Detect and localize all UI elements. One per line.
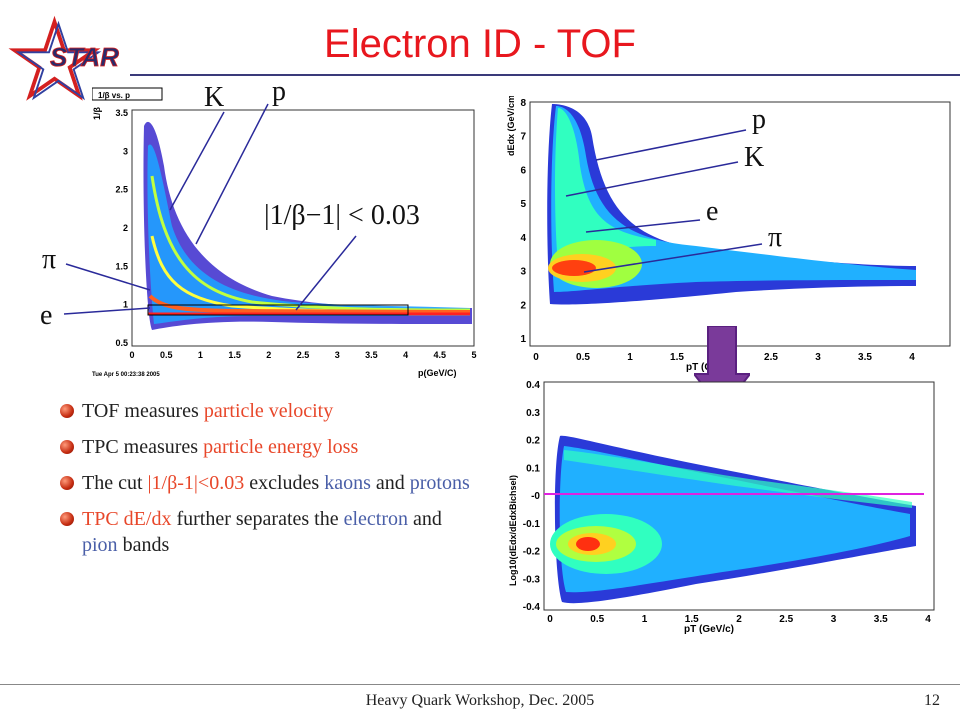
tick-label: 0.5 [576,352,590,363]
left-timestamp: Tue Apr 5 00:23:38 2005 [92,372,160,378]
tick-label: -0.3 [523,574,541,585]
tick-label: 2.5 [779,614,793,625]
tick-label: 0.4 [526,380,540,391]
tick-label: 2.5 [115,185,128,195]
tick-label: 1 [642,614,648,625]
bullet-item: The cut |1/β-1|<0.03 excludes kaons and … [56,470,476,496]
title-underline [130,74,960,76]
tick-label: 4 [403,350,408,360]
bullet-dot-icon [60,512,74,526]
histogram-tag: 1/β vs. p [98,91,130,100]
left-label-cut: |1/β−1| < 0.03 [264,200,420,231]
star-logo: STAR [8,15,119,101]
tick-label: 0.5 [590,614,604,625]
left-x-axis-label: p(GeV/C) [418,368,457,378]
tick-label: 2.5 [297,350,310,360]
beta-vs-p-plot: 1/β vs. p 1/β p(GeV/C) Tue Apr 5 00:23:3… [92,87,477,378]
left-label-k: K [204,82,225,113]
cloud-outer [143,121,472,330]
tick-label: 1 [198,350,203,360]
tick-label: 2.5 [764,352,778,363]
bullet-item: TPC dE/dx further separates the electron… [56,506,476,558]
logo-text: STAR [50,42,119,72]
ratio-core-red [576,537,600,551]
left-x-ticks: 0 0.5 1 1.5 2 2.5 3 3.5 4 4.5 5 [129,350,476,360]
tick-label: 5 [471,350,476,360]
tick-label: 2 [736,614,742,625]
core-red [552,260,596,276]
tick-label: 1.5 [115,261,128,271]
tick-label: 5 [520,199,526,210]
left-label-e: e [40,300,53,331]
footer-text: Heavy Quark Workshop, Dec. 2005 [365,692,595,709]
tick-label: -0.2 [523,547,541,558]
slide-title: Electron ID - TOF [324,22,636,66]
tick-label: 1.5 [685,614,699,625]
histogram-tag-box [92,87,163,101]
tick-label: 3 [123,146,128,156]
bullet-item: TPC measures particle energy loss [56,434,476,460]
bullet-item: TOF measures particle velocity [56,398,476,424]
tick-label: 4.5 [434,350,447,360]
tick-label: 3 [831,614,837,625]
tick-label: 3 [815,352,821,363]
top-y-axis-label: dEdx (GeV/cm) [506,96,516,156]
tick-label: 6 [520,165,526,176]
top-label-k: K [744,142,765,173]
footer-rule [0,684,960,685]
dedx-ratio-plot: Log10(dEdx/dEdxBichsel) pT (GeV/c) 0 0.5 1… [508,380,935,634]
top-label-p: p [752,104,766,135]
bottom-y-ticks: 0.4 0.3 0.2 0.1 -0 -0.1 -0.2 -0.3 -0.4 [523,380,541,613]
bottom-y-axis-label: Log10(dEdx/dEdxBichsel) [508,475,518,586]
tick-label: 4 [520,233,526,244]
tick-label: 3.5 [874,614,888,625]
tick-label: 0.5 [160,350,173,360]
bullet-dot-icon [60,404,74,418]
bullet-list: TOF measures particle velocity TPC measu… [56,398,476,568]
tick-label: 3 [520,267,526,278]
tick-label: 0 [547,614,553,625]
tick-label: 0 [533,352,539,363]
tick-label: 0.2 [526,436,540,447]
tick-label: 8 [520,98,526,109]
top-label-pi: π [768,222,783,253]
tick-label: 1 [123,300,128,310]
cloud-mid [147,144,471,324]
bottom-x-ticks: 0 0.5 1 1.5 2 2.5 3 3.5 4 [547,614,931,625]
top-label-e: e [706,196,719,227]
pion-band [148,294,471,314]
tick-label: 3.5 [365,350,378,360]
tick-label: 7 [520,132,526,143]
tick-label: 4 [909,352,915,363]
tick-label: 2 [123,223,128,233]
tick-label: 1 [627,352,633,363]
tick-label: 4 [925,614,931,625]
tick-label: 0.1 [526,463,540,474]
tick-label: -0.4 [523,602,541,613]
tick-label: 3 [335,350,340,360]
tick-label: 0.3 [526,408,540,419]
bullet-dot-icon [60,476,74,490]
tick-label: 0 [129,350,134,360]
tick-label: 0.5 [115,338,128,348]
tick-label: 1 [520,334,526,345]
page-number: 12 [924,692,940,709]
top-y-ticks: 1 2 3 4 5 6 7 8 [520,98,526,345]
left-label-p: p [272,76,286,107]
left-y-ticks: 0.5 1 1.5 2 2.5 3 3.5 [115,108,128,348]
proton-kaon-band [555,108,656,266]
tick-label: 2 [266,350,271,360]
tick-label: 1.5 [670,352,684,363]
tick-label: 3.5 [115,108,128,118]
tick-label: 1.5 [228,350,241,360]
tick-label: 2 [520,300,526,311]
bottom-x-axis-label: pT (GeV/c) [684,624,734,634]
tick-label: -0.1 [523,519,541,530]
left-label-pi: π [42,244,57,275]
tick-label: -0 [531,491,540,502]
left-y-axis-label: 1/β [92,106,102,120]
tick-label: 3.5 [858,352,872,363]
bullet-dot-icon [60,440,74,454]
